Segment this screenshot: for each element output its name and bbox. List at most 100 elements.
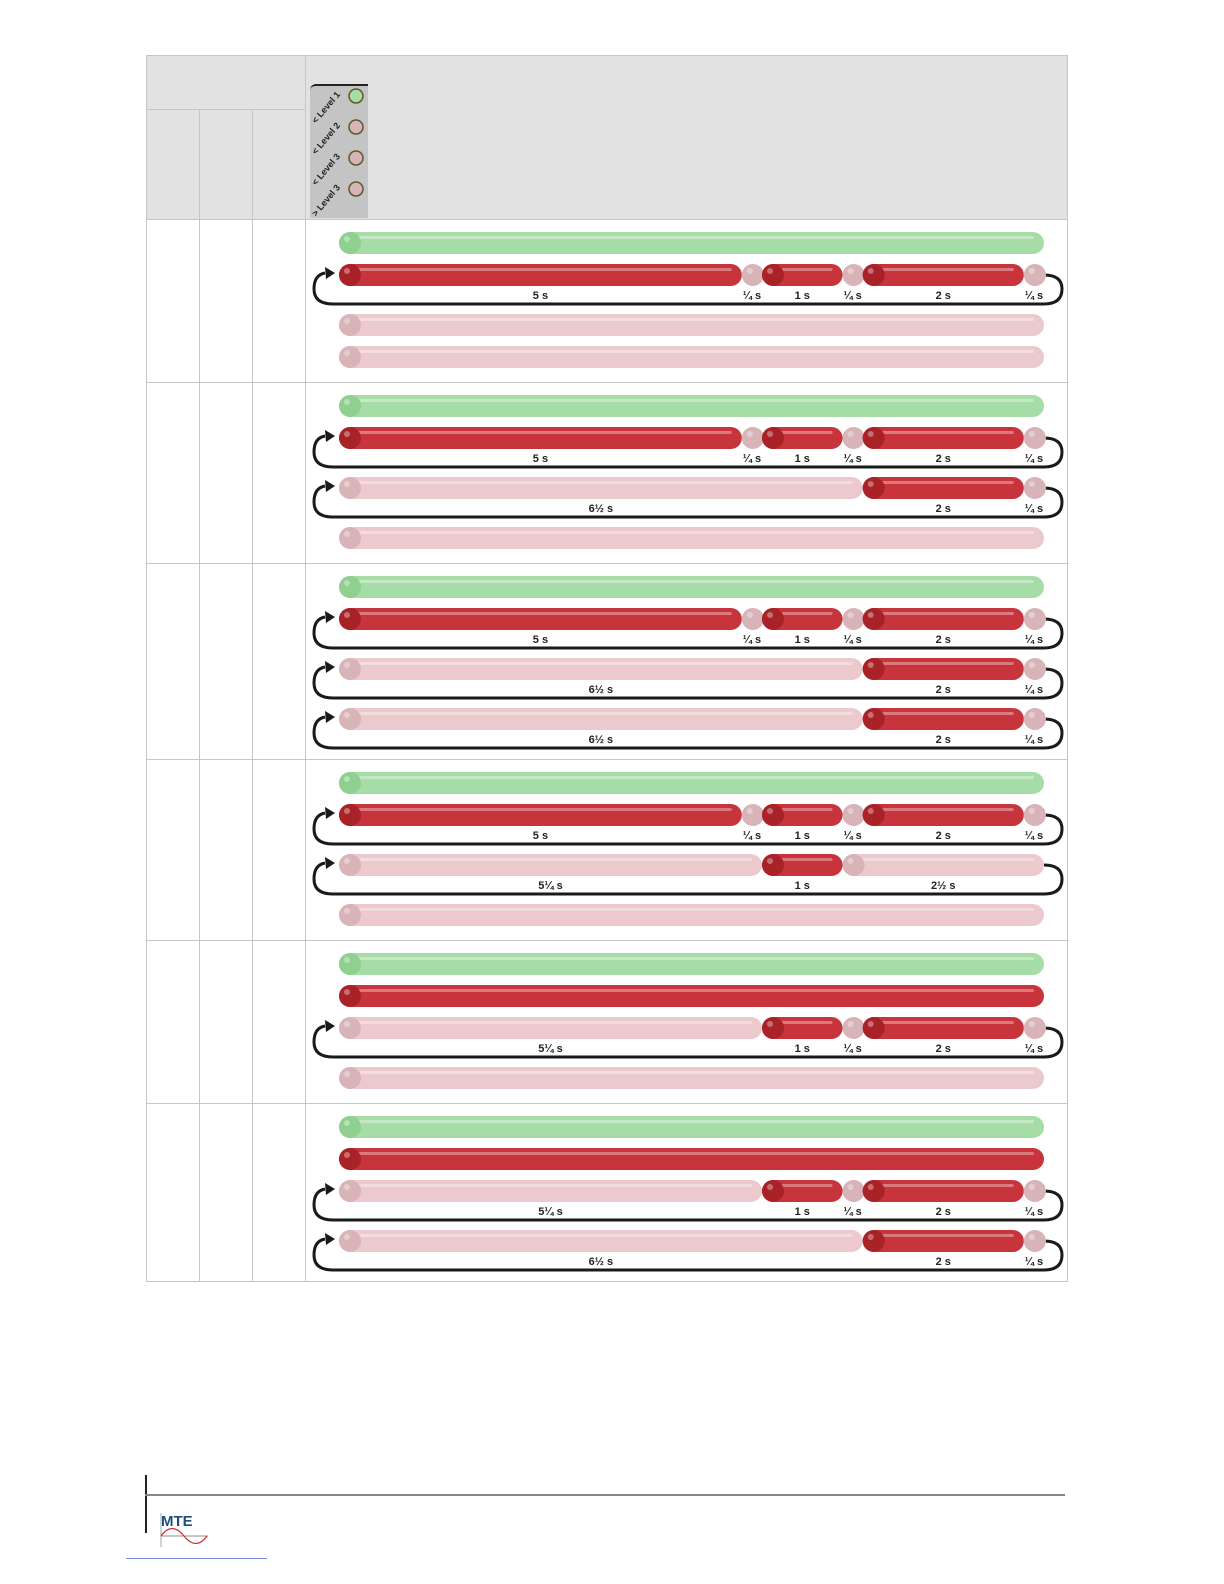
segment-bar (842, 854, 1045, 876)
segment-highlight (872, 431, 1014, 434)
segment-ball (339, 1067, 362, 1089)
led-track-1 (339, 232, 1045, 254)
segment-ball (339, 1116, 362, 1138)
ball-highlight (847, 858, 854, 864)
segment-off (1023, 1017, 1046, 1039)
segment-green (339, 395, 1045, 417)
segment-bar (339, 904, 1045, 926)
ball-highlight (867, 431, 874, 437)
segment-ball (762, 427, 785, 449)
duration-label: ¼ s (843, 1043, 861, 1055)
segment-highlight (349, 1071, 1035, 1074)
segment-bar (862, 658, 1024, 680)
segment-ball (1023, 608, 1046, 630)
led-timing-diagram: 5 s ¼ s 1 s ¼ s 2 s ¼ s 6½ s 2 s ¼ s 6½ s 2 s ¼ s (312, 576, 1064, 750)
segment-off (1023, 1230, 1046, 1252)
loop-arrow (312, 434, 1064, 469)
segment-ball (339, 477, 362, 499)
segment-bar (339, 1116, 1045, 1138)
led-label-1: < Level 1 (310, 90, 342, 126)
row-cell-3 (251, 940, 307, 1104)
segment-bar (339, 232, 1045, 254)
segment-highlight (772, 268, 833, 271)
segment-on (762, 1017, 843, 1039)
duration-label: ¼ s (1025, 830, 1043, 842)
segment-on (762, 264, 843, 286)
ball-highlight (344, 481, 351, 487)
duration-label: ¼ s (743, 634, 761, 646)
segment-ball (862, 804, 885, 826)
segment-off (842, 608, 865, 630)
segment-on (862, 658, 1024, 680)
segment-ball (842, 1180, 865, 1202)
duration-label: ¼ s (1025, 634, 1043, 646)
segment-ball (339, 708, 362, 730)
ball-highlight (344, 808, 351, 814)
segment-off (842, 804, 865, 826)
segment-bar (339, 314, 1045, 336)
segment-highlight (872, 1021, 1014, 1024)
led-track-4 (339, 904, 1045, 926)
ball-highlight (867, 268, 874, 274)
duration-label: ¼ s (1025, 1206, 1043, 1218)
duration-label: ¼ s (843, 453, 861, 465)
ball-highlight (1028, 612, 1035, 618)
duration-label: 2 s (936, 1256, 951, 1268)
segment-highlight (349, 580, 1035, 583)
led-track-3: 5¼ s 1 s 2½ s (312, 854, 1064, 896)
segment-bar (862, 608, 1024, 630)
segment-highlight (349, 481, 853, 484)
duration-label: 1 s (795, 634, 810, 646)
ball-highlight (867, 612, 874, 618)
led-track-2: 5 s ¼ s 1 s ¼ s 2 s ¼ s (312, 804, 1064, 846)
segment-off (741, 264, 764, 286)
timing-cell: 5 s ¼ s 1 s ¼ s 2 s ¼ s 6½ s 2 s ¼ s 6½ s 2 s ¼ s (305, 563, 1069, 760)
segment-on (862, 708, 1024, 730)
led-track-2: 5 s ¼ s 1 s ¼ s 2 s ¼ s (312, 264, 1064, 306)
ball-highlight (767, 808, 774, 814)
segment-highlight (349, 1234, 853, 1237)
segment-highlight (349, 399, 1035, 402)
ball-highlight (1028, 808, 1035, 814)
segment-off (1023, 608, 1046, 630)
segment-off (842, 427, 865, 449)
row-cell-1 (146, 219, 200, 383)
header-cell-2 (199, 109, 253, 220)
loop-arrow (312, 615, 1064, 650)
arrowhead-icon (325, 611, 336, 623)
segment-ball (339, 772, 362, 794)
segment-on (862, 1180, 1024, 1202)
ball-highlight (1028, 712, 1035, 718)
segment-highlight (872, 712, 1014, 715)
table-row: 5 s ¼ s 1 s ¼ s 2 s ¼ s (146, 219, 1069, 383)
timing-cell: 5 s ¼ s 1 s ¼ s 2 s ¼ s 5¼ s 1 s 2½ s (305, 759, 1069, 941)
segment-off (842, 1180, 865, 1202)
ball-highlight (767, 431, 774, 437)
segment-highlight (349, 612, 732, 615)
segment-ball (842, 1017, 865, 1039)
segment-green (339, 576, 1045, 598)
segment-ball (1023, 1017, 1046, 1039)
segment-highlight (872, 808, 1014, 811)
segment-off (339, 1230, 863, 1252)
segment-off (339, 314, 1045, 336)
ball-highlight (344, 1152, 351, 1158)
duration-label: 1 s (795, 453, 810, 465)
led-track-2 (339, 985, 1045, 1007)
segment-green (339, 772, 1045, 794)
arrowhead-icon (325, 1020, 336, 1032)
ball-highlight (344, 268, 351, 274)
segment-off (339, 1180, 763, 1202)
segment-ball (339, 427, 362, 449)
row-cell-3 (251, 563, 307, 760)
segment-on (862, 1230, 1024, 1252)
segment-highlight (772, 858, 833, 861)
segment-bar (339, 576, 1045, 598)
segment-off (741, 804, 764, 826)
segment-ball (339, 264, 362, 286)
segment-ball (842, 264, 865, 286)
segment-highlight (349, 350, 1035, 353)
segment-ball (842, 608, 865, 630)
ball-highlight (847, 1184, 854, 1190)
segment-ball (339, 804, 362, 826)
